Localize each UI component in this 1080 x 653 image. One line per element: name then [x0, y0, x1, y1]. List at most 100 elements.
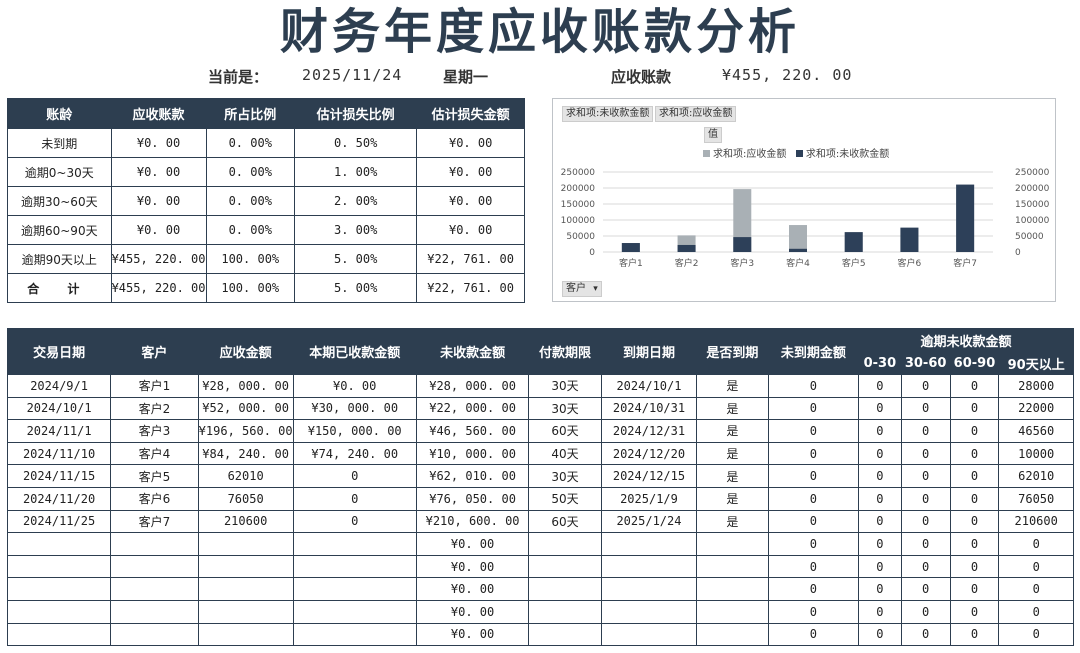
detail-cell[interactable]	[110, 554, 199, 579]
detail-cell[interactable]: 10000	[998, 441, 1074, 466]
aging-cell[interactable]: ¥0. 00	[416, 157, 525, 187]
detail-cell[interactable]	[696, 622, 769, 647]
detail-cell[interactable]: 0	[900, 419, 951, 443]
detail-cell[interactable]	[600, 599, 698, 624]
detail-cell[interactable]: 0	[767, 532, 859, 556]
detail-cell[interactable]: 客户4	[110, 441, 199, 466]
detail-cell[interactable]: 40天	[528, 441, 602, 466]
detail-cell[interactable]	[696, 554, 769, 579]
detail-cell[interactable]: 0	[767, 509, 859, 534]
detail-cell[interactable]: 0	[949, 532, 1000, 556]
aging-cell[interactable]: 逾期90天以上	[7, 244, 112, 274]
detail-cell[interactable]	[292, 577, 417, 601]
detail-cell[interactable]: 0	[900, 554, 951, 579]
detail-cell[interactable]: 客户1	[110, 374, 199, 398]
detail-cell[interactable]: 0	[292, 509, 417, 534]
detail-cell[interactable]: 是	[696, 374, 769, 398]
aging-cell[interactable]: ¥0. 00	[110, 186, 207, 216]
detail-cell[interactable]: 0	[900, 532, 951, 556]
detail-cell[interactable]: 0	[998, 532, 1074, 556]
detail-cell[interactable]: 2024/10/1	[6, 396, 112, 421]
detail-cell[interactable]: 0	[767, 441, 859, 466]
detail-cell[interactable]: 2024/12/31	[600, 419, 698, 443]
detail-cell[interactable]: 60天	[528, 419, 602, 443]
detail-cell[interactable]: 62010	[197, 464, 294, 488]
detail-cell[interactable]: 2024/10/1	[600, 374, 698, 398]
aging-cell[interactable]: 1. 00%	[294, 157, 418, 187]
detail-cell[interactable]	[528, 599, 602, 624]
detail-cell[interactable]: ¥0. 00	[415, 554, 530, 579]
detail-cell[interactable]	[6, 554, 112, 579]
aging-cell[interactable]: ¥0. 00	[416, 186, 525, 216]
detail-cell[interactable]: 2024/11/20	[6, 486, 112, 511]
detail-cell[interactable]: 2024/11/1	[6, 419, 112, 443]
detail-cell[interactable]: ¥0. 00	[415, 622, 530, 647]
aging-cell[interactable]: ¥0. 00	[416, 215, 525, 245]
detail-cell[interactable]: 0	[998, 554, 1074, 579]
aging-cell[interactable]: ¥22, 761. 00	[416, 273, 525, 303]
detail-cell[interactable]: 2025/1/9	[600, 486, 698, 511]
values-button[interactable]: 值	[704, 127, 722, 143]
detail-cell[interactable]	[110, 577, 199, 601]
detail-cell[interactable]: 0	[857, 599, 902, 624]
detail-cell[interactable]: ¥62, 010. 00	[415, 464, 530, 488]
detail-cell[interactable]: 是	[696, 464, 769, 488]
detail-cell[interactable]: 0	[767, 486, 859, 511]
detail-cell[interactable]	[6, 622, 112, 647]
detail-cell[interactable]: 是	[696, 509, 769, 534]
detail-cell[interactable]: 0	[949, 577, 1000, 601]
detail-cell[interactable]	[696, 577, 769, 601]
aging-cell[interactable]: 0. 00%	[205, 128, 296, 158]
detail-cell[interactable]: 0	[998, 577, 1074, 601]
detail-cell[interactable]: ¥76, 050. 00	[415, 486, 530, 511]
detail-cell[interactable]: ¥84, 240. 00	[197, 441, 294, 466]
detail-cell[interactable]: 2025/1/24	[600, 509, 698, 534]
detail-cell[interactable]	[110, 532, 199, 556]
aging-cell[interactable]: 逾期30~60天	[7, 186, 112, 216]
aging-cell[interactable]: 100. 00%	[205, 273, 296, 303]
detail-cell[interactable]: 2024/12/20	[600, 441, 698, 466]
detail-cell[interactable]: 0	[857, 622, 902, 647]
aging-cell[interactable]: 0. 00%	[205, 186, 296, 216]
aging-cell[interactable]: ¥455, 220. 00	[110, 273, 207, 303]
detail-cell[interactable]: 0	[949, 396, 1000, 421]
detail-cell[interactable]: 210600	[998, 509, 1074, 534]
detail-cell[interactable]: 0	[857, 374, 902, 398]
detail-cell[interactable]: 0	[998, 622, 1074, 647]
detail-cell[interactable]: 0	[900, 374, 951, 398]
detail-cell[interactable]: ¥196, 560. 00	[197, 419, 294, 443]
detail-cell[interactable]: 210600	[197, 509, 294, 534]
detail-cell[interactable]: 76050	[197, 486, 294, 511]
detail-cell[interactable]: 30天	[528, 396, 602, 421]
detail-cell[interactable]: 46560	[998, 419, 1074, 443]
aging-cell[interactable]: ¥0. 00	[110, 157, 207, 187]
detail-cell[interactable]	[197, 599, 294, 624]
detail-cell[interactable]: 0	[900, 486, 951, 511]
aging-cell[interactable]: 逾期0~30天	[7, 157, 112, 187]
detail-cell[interactable]: 0	[292, 486, 417, 511]
detail-cell[interactable]	[197, 577, 294, 601]
detail-cell[interactable]: 2024/12/15	[600, 464, 698, 488]
detail-cell[interactable]: 0	[900, 464, 951, 488]
detail-cell[interactable]: 0	[857, 464, 902, 488]
detail-cell[interactable]: 0	[998, 599, 1074, 624]
detail-cell[interactable]	[6, 599, 112, 624]
detail-cell[interactable]	[600, 622, 698, 647]
detail-cell[interactable]: ¥10, 000. 00	[415, 441, 530, 466]
detail-cell[interactable]	[696, 599, 769, 624]
detail-cell[interactable]: 0	[949, 599, 1000, 624]
detail-cell[interactable]: ¥22, 000. 00	[415, 396, 530, 421]
aging-cell[interactable]: 3. 00%	[294, 215, 418, 245]
detail-cell[interactable]: 客户7	[110, 509, 199, 534]
detail-cell[interactable]	[600, 532, 698, 556]
detail-cell[interactable]: 0	[949, 441, 1000, 466]
detail-cell[interactable]: 0	[900, 622, 951, 647]
detail-cell[interactable]: 0	[767, 396, 859, 421]
detail-cell[interactable]: 62010	[998, 464, 1074, 488]
aging-cell[interactable]: 5. 00%	[294, 244, 418, 274]
category-filter-button[interactable]: 客户 ▾	[562, 281, 602, 297]
detail-cell[interactable]: 2024/11/10	[6, 441, 112, 466]
detail-cell[interactable]	[6, 577, 112, 601]
aging-cell[interactable]: ¥455, 220. 00	[110, 244, 207, 274]
detail-cell[interactable]: 0	[857, 577, 902, 601]
